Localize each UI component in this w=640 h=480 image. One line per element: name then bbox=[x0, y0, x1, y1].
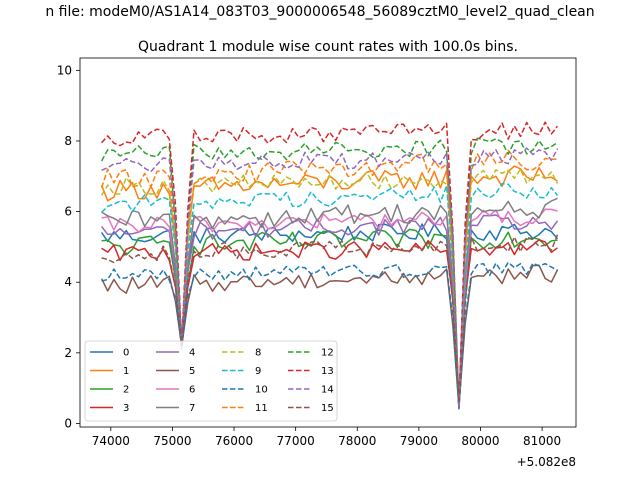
legend-label-2: 2 bbox=[123, 385, 129, 396]
y-tick-label: 4 bbox=[64, 275, 72, 289]
x-tick-label: 81000 bbox=[523, 434, 561, 448]
legend-label-4: 4 bbox=[189, 348, 195, 359]
legend-label-9: 9 bbox=[255, 366, 261, 377]
y-tick-label: 0 bbox=[64, 416, 72, 430]
ticks-layer: 74000 75000 76000 77000 78000 79000 80000 81000… bbox=[57, 63, 561, 448]
legend-label-15: 15 bbox=[321, 403, 334, 414]
x-tick-label: 79000 bbox=[400, 434, 438, 448]
legend-label-3: 3 bbox=[123, 403, 129, 414]
legend-label-14: 14 bbox=[321, 385, 334, 396]
chart-title: Quadrant 1 module wise count rates with … bbox=[138, 39, 518, 55]
legend-label-5: 5 bbox=[189, 366, 195, 377]
y-tick-label: 6 bbox=[64, 205, 72, 219]
y-tick-label: 8 bbox=[64, 134, 72, 148]
legend-label-11: 11 bbox=[255, 403, 268, 414]
legend-label-6: 6 bbox=[189, 385, 195, 396]
x-tick-label: 76000 bbox=[215, 434, 253, 448]
x-axis-offset-label: +5.082e8 bbox=[517, 455, 576, 469]
y-tick-label: 10 bbox=[57, 63, 72, 77]
legend-label-1: 1 bbox=[123, 366, 129, 377]
series-line-10 bbox=[101, 261, 558, 410]
y-tick-label: 2 bbox=[64, 346, 72, 360]
plot-frame bbox=[79, 57, 577, 428]
figure-suptitle: n file: modeM0/AS1A14_083T03_9000006548_… bbox=[45, 4, 594, 20]
legend-label-8: 8 bbox=[255, 348, 261, 359]
series-line-5 bbox=[100, 264, 559, 408]
x-tick-label: 75000 bbox=[153, 434, 191, 448]
x-tick-label: 74000 bbox=[92, 434, 130, 448]
legend-box bbox=[84, 340, 338, 422]
series-line-15 bbox=[101, 234, 559, 404]
x-tick-label: 77000 bbox=[277, 434, 315, 448]
x-tick-label: 80000 bbox=[461, 434, 499, 448]
legend-label-10: 10 bbox=[255, 385, 268, 396]
series-line-14 bbox=[101, 147, 559, 409]
legend-label-13: 13 bbox=[321, 366, 334, 377]
legend-label-0: 0 bbox=[123, 348, 129, 359]
legend-label-7: 7 bbox=[189, 403, 195, 414]
legend-label-12: 12 bbox=[321, 348, 334, 359]
x-tick-label: 78000 bbox=[338, 434, 376, 448]
series-layer bbox=[100, 121, 559, 410]
